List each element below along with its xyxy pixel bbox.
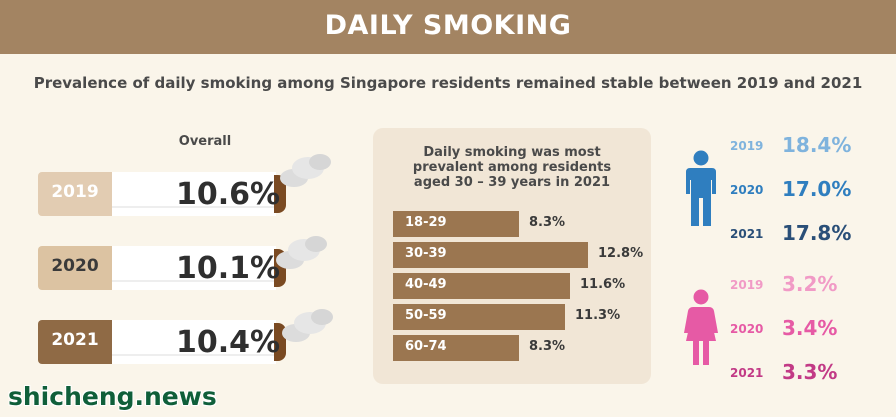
cigarette-tip xyxy=(274,175,286,213)
bar-value-label: 8.3% xyxy=(529,339,566,354)
female-stat: 2021 3.3% xyxy=(730,360,850,386)
female-stat: 2019 3.2% xyxy=(730,272,850,298)
bar-value-label: 11.3% xyxy=(575,308,621,323)
cigarette-year: 2020 xyxy=(51,256,99,276)
cigarette-paper xyxy=(112,172,276,216)
smoke-icon xyxy=(280,154,331,187)
smoke-icon xyxy=(282,309,333,342)
bar-category-label: 18-29 xyxy=(405,215,447,230)
female-person-icon xyxy=(684,289,718,365)
overall-value: 10.4% xyxy=(176,325,281,360)
male-person-icon xyxy=(686,150,716,226)
bar-category-label: 30-39 xyxy=(405,246,447,261)
bar-value-label: 11.6% xyxy=(580,277,626,292)
bar-category-label: 60-74 xyxy=(405,339,447,354)
cigarette-filter: 2021 xyxy=(38,320,112,364)
male-value: 17.8% xyxy=(782,221,852,245)
male-year: 2021 xyxy=(730,227,764,241)
bar: 40-49 xyxy=(393,273,570,299)
female-year: 2019 xyxy=(730,278,764,292)
female-year: 2020 xyxy=(730,322,764,336)
cigarette-paper xyxy=(112,320,276,364)
male-stat: 2021 17.8% xyxy=(730,221,852,247)
male-stat: 2019 18.4% xyxy=(730,133,852,159)
bar: 18-29 xyxy=(393,211,519,237)
page-title: DAILY SMOKING xyxy=(324,10,572,41)
female-value: 3.4% xyxy=(782,316,838,340)
cigarette-2020: 2020 10.1% xyxy=(38,246,288,290)
smoke-icon xyxy=(276,236,327,269)
female-value: 3.3% xyxy=(782,360,838,384)
cigarette-filter: 2019 xyxy=(38,172,112,216)
cigarette-year: 2021 xyxy=(51,330,99,350)
male-value: 17.0% xyxy=(782,177,852,201)
male-value: 18.4% xyxy=(782,133,852,157)
female-value: 3.2% xyxy=(782,272,838,296)
header-banner: DAILY SMOKING xyxy=(0,0,896,54)
cigarette-2021: 2021 10.4% xyxy=(38,320,288,364)
bar: 50-59 xyxy=(393,304,565,330)
female-year: 2021 xyxy=(730,366,764,380)
bar-category-label: 40-49 xyxy=(405,277,447,292)
bar: 30-39 xyxy=(393,242,588,268)
cigarette-2019: 2019 10.6% xyxy=(38,172,288,216)
overall-value: 10.6% xyxy=(176,177,281,212)
bar-value-label: 8.3% xyxy=(529,215,566,230)
bar-value-label: 12.8% xyxy=(598,246,644,261)
bar-category-label: 50-59 xyxy=(405,308,447,323)
male-stat: 2020 17.0% xyxy=(730,177,852,203)
overall-value: 10.1% xyxy=(176,251,281,286)
cigarette-paper xyxy=(112,246,276,290)
subtitle: Prevalence of daily smoking among Singap… xyxy=(33,74,863,92)
female-stat: 2020 3.4% xyxy=(730,316,850,342)
male-year: 2020 xyxy=(730,183,764,197)
cigarette-filter: 2020 xyxy=(38,246,112,290)
overall-label: Overall xyxy=(178,134,232,149)
male-year: 2019 xyxy=(730,139,764,153)
bar: 60-74 xyxy=(393,335,519,361)
age-group-panel: Daily smoking was most prevalent among r… xyxy=(373,128,651,384)
chart-title: Daily smoking was most prevalent among r… xyxy=(412,145,612,190)
watermark: shicheng.news xyxy=(8,382,217,411)
cigarette-year: 2019 xyxy=(51,182,99,202)
